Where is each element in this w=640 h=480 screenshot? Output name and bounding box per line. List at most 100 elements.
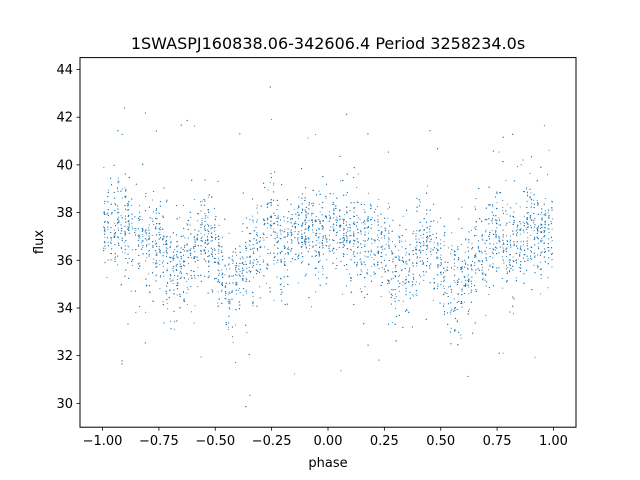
data-point bbox=[256, 263, 258, 265]
data-point bbox=[402, 215, 404, 217]
data-point bbox=[363, 209, 365, 211]
data-point bbox=[510, 207, 512, 209]
data-point bbox=[215, 234, 217, 236]
data-point bbox=[252, 248, 254, 250]
data-point bbox=[391, 321, 393, 323]
data-point bbox=[430, 238, 432, 240]
data-point bbox=[256, 273, 258, 275]
data-point bbox=[461, 281, 463, 283]
data-point bbox=[399, 240, 401, 242]
data-point bbox=[406, 209, 408, 211]
data-point bbox=[304, 218, 306, 220]
data-point bbox=[228, 232, 230, 234]
data-point bbox=[526, 232, 528, 234]
data-point bbox=[353, 231, 355, 233]
data-point bbox=[547, 277, 549, 279]
data-point bbox=[375, 208, 377, 210]
data-point bbox=[305, 206, 307, 208]
data-point bbox=[495, 235, 497, 237]
data-point bbox=[524, 254, 526, 256]
data-point bbox=[485, 253, 487, 255]
data-point bbox=[406, 252, 408, 254]
data-point bbox=[257, 270, 259, 273]
data-point bbox=[318, 228, 320, 231]
data-point bbox=[312, 231, 314, 233]
data-point bbox=[283, 220, 285, 222]
data-point bbox=[524, 249, 526, 251]
data-point bbox=[526, 195, 528, 197]
data-point bbox=[238, 301, 240, 303]
data-point bbox=[467, 268, 469, 270]
data-point bbox=[551, 239, 553, 242]
data-point bbox=[290, 232, 292, 234]
data-point bbox=[130, 290, 132, 292]
data-point bbox=[302, 260, 304, 262]
data-point bbox=[471, 243, 473, 245]
data-point bbox=[530, 258, 532, 260]
data-point bbox=[354, 240, 356, 242]
data-point bbox=[526, 191, 528, 193]
data-point bbox=[471, 248, 473, 250]
data-point bbox=[269, 181, 271, 183]
data-point bbox=[238, 287, 241, 289]
data-point bbox=[304, 228, 306, 231]
data-point bbox=[297, 208, 299, 210]
data-point bbox=[385, 265, 387, 267]
data-point bbox=[184, 237, 186, 239]
data-point bbox=[107, 212, 109, 214]
data-point bbox=[381, 248, 384, 250]
data-point bbox=[248, 266, 250, 268]
data-point bbox=[187, 278, 189, 280]
data-point bbox=[395, 265, 397, 267]
data-point bbox=[117, 180, 119, 182]
data-point bbox=[551, 266, 553, 268]
data-point bbox=[301, 262, 303, 264]
data-point bbox=[423, 233, 425, 235]
data-point bbox=[329, 239, 331, 241]
data-point bbox=[118, 211, 120, 213]
data-point bbox=[416, 257, 418, 259]
data-point bbox=[517, 231, 519, 234]
data-point bbox=[156, 262, 158, 264]
data-point bbox=[132, 265, 134, 267]
data-point bbox=[308, 244, 311, 246]
data-point bbox=[454, 265, 456, 267]
data-point bbox=[463, 259, 465, 261]
data-point bbox=[436, 247, 438, 250]
data-point bbox=[443, 287, 445, 290]
data-point bbox=[234, 265, 236, 267]
data-point bbox=[419, 201, 421, 203]
data-point bbox=[294, 373, 296, 375]
data-point bbox=[318, 203, 320, 205]
data-point bbox=[193, 125, 196, 127]
data-point bbox=[467, 286, 470, 288]
data-point bbox=[364, 243, 366, 245]
data-point bbox=[114, 222, 116, 224]
data-point bbox=[183, 250, 186, 252]
data-point bbox=[343, 245, 346, 247]
data-point bbox=[498, 217, 500, 219]
data-point bbox=[482, 278, 484, 280]
data-point bbox=[354, 255, 356, 257]
data-point bbox=[529, 172, 531, 175]
data-point bbox=[236, 271, 238, 273]
data-point bbox=[439, 257, 442, 259]
data-point bbox=[371, 256, 373, 259]
data-point bbox=[232, 341, 234, 344]
data-point bbox=[369, 254, 372, 256]
data-point bbox=[298, 253, 300, 255]
data-point bbox=[352, 207, 355, 209]
data-point bbox=[311, 219, 314, 221]
data-point bbox=[204, 224, 206, 226]
data-point bbox=[346, 191, 348, 193]
data-point bbox=[443, 240, 445, 243]
data-point bbox=[298, 196, 300, 198]
data-point bbox=[337, 242, 339, 244]
data-point bbox=[453, 249, 456, 252]
data-point bbox=[104, 236, 106, 238]
data-point bbox=[450, 327, 452, 329]
data-point bbox=[328, 249, 330, 251]
data-point bbox=[155, 259, 158, 261]
data-point bbox=[474, 264, 476, 267]
data-point bbox=[325, 239, 327, 241]
